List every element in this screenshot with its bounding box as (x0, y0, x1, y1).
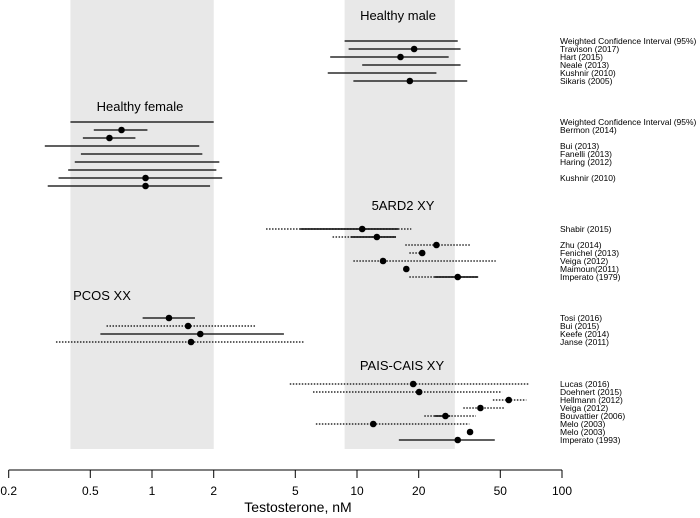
study-label: Sikaris (2005) (560, 76, 613, 86)
study-label: Weighted Confidence Interval (95%) (560, 36, 697, 46)
study-label: Kushnir (2010) (560, 173, 616, 183)
study-label: Zhu (2014) (560, 240, 602, 250)
point-estimate (118, 126, 125, 134)
point-estimate (433, 241, 440, 249)
point-estimate (106, 134, 113, 142)
study-label: Kushnir (2010) (560, 68, 616, 78)
study-label: Melo (2003) (560, 419, 606, 429)
x-tick-label: 0.5 (82, 484, 99, 498)
study-label: Imperato (1979) (560, 272, 621, 282)
study-label: Hart (2015) (560, 52, 603, 62)
point-estimate (442, 412, 449, 420)
study-label: Bermon (2014) (560, 125, 617, 135)
study-label: Bui (2013) (560, 141, 599, 151)
study-label: Weighted Confidence Interval (95%) (560, 117, 697, 127)
point-estimate (454, 436, 462, 444)
x-tick-label: 5 (292, 484, 299, 498)
point-estimate (184, 322, 192, 330)
point-estimate (369, 420, 377, 428)
reference-band (70, 0, 214, 449)
point-estimate (187, 338, 195, 346)
x-axis-title: Testosterone, nM (244, 499, 351, 515)
study-label: Fanelli (2013) (560, 149, 612, 159)
study-label: Melo (2003) (560, 427, 606, 437)
group-title: Healthy male (360, 8, 436, 23)
point-estimate (397, 53, 404, 61)
point-estimate (454, 273, 462, 281)
point-estimate (410, 45, 418, 53)
study-label: Veiga (2012) (560, 256, 608, 266)
study-label: Janse (2011) (560, 337, 609, 347)
study-label: Imperato (1993) (560, 435, 621, 445)
point-estimate (409, 380, 417, 388)
study-label: Travison (2017) (560, 44, 619, 54)
point-estimate (406, 77, 414, 85)
point-estimate (196, 330, 204, 338)
point-estimate (379, 257, 387, 265)
study-label: Veiga (2012) (560, 403, 608, 413)
study-label: Hellmann (2012) (560, 395, 623, 405)
point-estimate (165, 314, 173, 322)
point-estimate (358, 225, 366, 233)
point-estimate (142, 182, 149, 190)
study-label: Shabir (2015) (560, 224, 612, 234)
point-estimate (373, 233, 381, 241)
x-tick-label: 50 (494, 484, 508, 498)
study-label: Fenichel (2013) (560, 248, 619, 258)
study-label: Bouvattier (2006) (560, 411, 625, 421)
point-estimate (418, 249, 426, 257)
study-label: Neale (2013) (560, 60, 609, 70)
study-label: Lucas (2016) (560, 379, 610, 389)
point-estimate (415, 388, 423, 396)
x-tick-label: 0.2 (0, 484, 17, 498)
study-label: Bui (2015) (560, 321, 599, 331)
study-label: Haring (2012) (560, 157, 612, 167)
study-label: Maimoun(2011) (560, 264, 619, 274)
study-label: Tosi (2016) (560, 313, 602, 323)
point-estimate (142, 174, 149, 182)
group-title: PCOS XX (73, 288, 131, 303)
x-tick-label: 2 (210, 484, 217, 498)
reference-band (344, 0, 455, 449)
x-tick-label: 20 (412, 484, 426, 498)
point-estimate (466, 428, 474, 436)
point-estimate (505, 396, 513, 404)
x-tick-label: 1 (149, 484, 156, 498)
point-estimate (403, 265, 410, 273)
study-label: Keefe (2014) (560, 329, 609, 339)
group-title: Healthy female (97, 99, 184, 114)
point-estimate (477, 404, 484, 412)
study-label: Doehnert (2015) (560, 387, 622, 397)
x-tick-label: 100 (552, 484, 572, 498)
group-title: PAIS-CAIS XY (360, 358, 445, 373)
group-title: 5ARD2 XY (372, 198, 435, 213)
x-tick-label: 10 (350, 484, 364, 498)
